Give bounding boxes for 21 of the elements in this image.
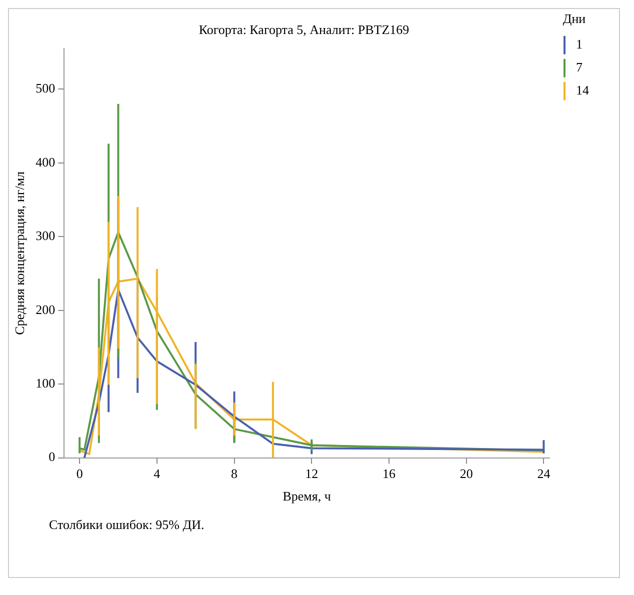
chart-title: Когорта: Кагорта 5, Аналит: PBTZ169 xyxy=(198,22,410,38)
y-tick-label: 500 xyxy=(36,80,56,96)
y-axis-title: Средняя концентрация, нг/мл xyxy=(12,170,28,335)
legend-label: 1 xyxy=(576,36,582,52)
y-tick-label: 400 xyxy=(36,154,56,170)
y-tick-label: 200 xyxy=(36,302,56,317)
x-tick-label: 16 xyxy=(382,466,396,482)
legend-label: 14 xyxy=(576,82,590,98)
x-tick-label: 4 xyxy=(154,466,161,482)
y-tick-label: 100 xyxy=(36,375,56,390)
legend-title: Дни xyxy=(562,10,586,26)
x-tick-label: 20 xyxy=(460,466,473,482)
x-axis-title: Время, ч xyxy=(282,488,332,504)
x-tick-label: 8 xyxy=(231,466,238,482)
legend-label: 7 xyxy=(576,60,583,75)
x-tick-label: 12 xyxy=(305,466,318,482)
y-tick-label: 300 xyxy=(36,228,56,244)
y-tick-label: 0 xyxy=(48,449,56,464)
x-tick-label: 0 xyxy=(76,466,83,482)
text: Столбики ошибок: 95% ДИ. xyxy=(48,516,206,534)
x-tick-label: 24 xyxy=(537,466,551,482)
